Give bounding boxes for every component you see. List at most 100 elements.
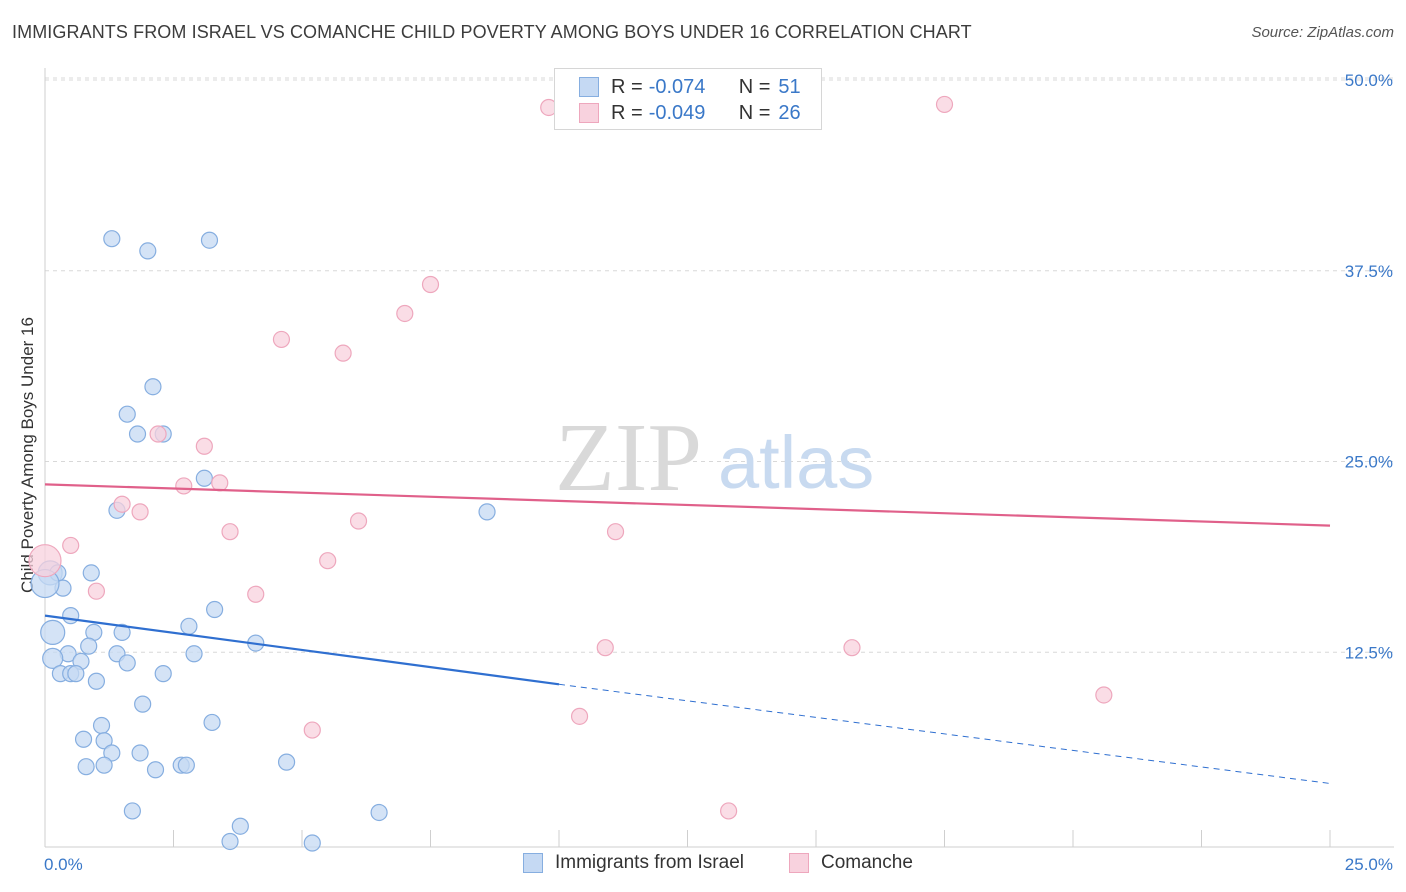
trend-layer <box>44 483 1331 784</box>
grid-layer <box>45 77 1394 653</box>
point-israel <box>200 231 219 249</box>
legend-swatch-israel <box>523 853 543 873</box>
point-israel <box>128 425 147 443</box>
point-israel <box>82 564 100 582</box>
point-comanche <box>421 275 440 294</box>
point-israel <box>180 617 198 635</box>
legend-r-value: -0.074 <box>648 75 706 98</box>
point-comanche <box>596 639 614 657</box>
point-comanche <box>303 721 321 739</box>
point-comanche <box>87 582 106 600</box>
legend-row-israel: R = -0.074 N = 51 <box>579 74 801 100</box>
point-israel <box>77 758 95 776</box>
point-israel <box>134 695 152 713</box>
point-comanche <box>221 523 239 541</box>
series-legend: Immigrants from Israel Comanche <box>0 852 1406 876</box>
point-comanche <box>334 344 352 362</box>
point-comanche <box>1095 686 1113 704</box>
point-comanche <box>319 552 337 570</box>
point-israel <box>62 607 80 625</box>
point-israel <box>231 817 249 835</box>
point-israel <box>123 802 141 820</box>
point-comanche <box>62 536 80 555</box>
legend-r-label: R = <box>611 101 643 124</box>
y-tick-label: 25.0% <box>1345 453 1393 472</box>
point-comanche <box>396 304 414 323</box>
point-israel <box>74 730 93 748</box>
watermark-atlas: atlas <box>718 421 874 504</box>
point-israel <box>87 672 106 690</box>
point-comanche <box>28 544 62 578</box>
point-comanche <box>570 707 589 725</box>
point-israel <box>103 744 121 762</box>
legend-row-comanche: R = -0.049 N = 26 <box>579 100 801 126</box>
point-israel <box>103 230 121 248</box>
point-israel <box>42 647 64 669</box>
point-comanche <box>195 437 213 455</box>
point-israel <box>203 713 221 732</box>
legend-r-label: R = <box>611 75 643 98</box>
point-israel <box>370 803 388 822</box>
point-israel <box>131 744 149 762</box>
legend-swatch-israel <box>579 77 599 97</box>
point-israel <box>118 405 136 423</box>
point-comanche <box>113 495 131 513</box>
point-israel <box>478 503 496 521</box>
trendline-israel <box>44 614 560 686</box>
point-israel <box>146 761 165 779</box>
legend-r-value: -0.049 <box>648 101 706 124</box>
point-israel <box>40 619 66 646</box>
legend-swatch-comanche <box>579 103 599 123</box>
correlation-legend: R = -0.074 N = 51 R = -0.049 N = 26 <box>554 68 822 130</box>
legend-n-label: N = <box>738 101 771 124</box>
source-label: Source: ZipAtlas.com <box>1251 24 1394 41</box>
point-israel <box>185 645 203 663</box>
trendline-israel-extrapolated <box>558 683 1331 784</box>
point-israel <box>95 756 113 774</box>
point-israel <box>206 600 224 619</box>
point-comanche <box>349 512 368 530</box>
point-israel <box>195 469 213 487</box>
legend-n-value: 26 <box>778 101 801 124</box>
point-comanche <box>175 477 193 495</box>
y-tick-label: 12.5% <box>1345 643 1393 662</box>
legend-item-israel: Immigrants from Israel <box>523 852 744 874</box>
legend-n-label: N = <box>738 75 771 98</box>
point-israel <box>118 654 136 672</box>
point-comanche <box>131 503 149 521</box>
legend-item-comanche: Comanche <box>789 852 913 874</box>
point-comanche <box>935 95 954 114</box>
point-comanche <box>843 639 861 657</box>
point-comanche <box>272 330 291 349</box>
point-comanche <box>211 474 229 492</box>
point-israel <box>95 732 113 750</box>
point-israel <box>221 832 239 851</box>
watermark-zip: ZIP <box>555 404 702 512</box>
point-israel <box>113 623 131 642</box>
legend-n-value: 51 <box>778 75 801 98</box>
y-tick-label: 37.5% <box>1345 262 1393 281</box>
x-tick-label: 0.0% <box>44 855 83 874</box>
point-israel <box>303 834 321 852</box>
point-israel <box>177 756 195 774</box>
point-israel <box>80 637 98 655</box>
legend-label-comanche: Comanche <box>821 852 913 873</box>
point-comanche <box>606 523 625 541</box>
point-israel <box>92 716 111 735</box>
point-israel <box>144 378 162 396</box>
watermark: ZIP atlas <box>555 404 874 512</box>
y-tick-label: 50.0% <box>1345 71 1393 90</box>
point-israel <box>277 753 296 771</box>
tick-label-layer: 12.5% 25.0% 37.5% 50.0% 0.0% 25.0% <box>44 71 1393 874</box>
point-comanche <box>247 585 265 603</box>
legend-swatch-comanche <box>789 853 809 873</box>
chart-title: IMMIGRANTS FROM ISRAEL VS COMANCHE CHILD… <box>12 22 972 42</box>
point-comanche <box>149 425 167 443</box>
legend-label-israel: Immigrants from Israel <box>555 852 744 873</box>
axis-layer <box>44 68 1394 848</box>
point-israel <box>139 242 157 260</box>
points-layer <box>28 95 1113 852</box>
point-comanche <box>720 802 738 820</box>
point-israel <box>67 665 85 683</box>
